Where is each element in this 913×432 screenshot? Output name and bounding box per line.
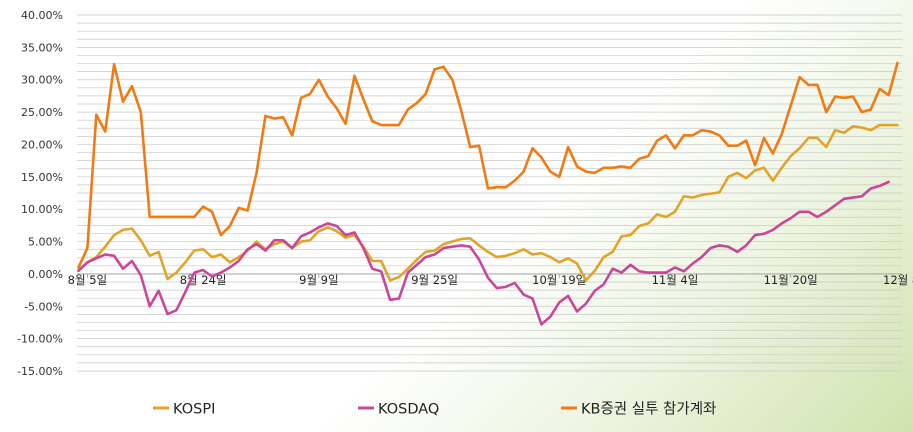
y-tick-label: 0.00% [28,268,63,281]
legend: KOSPI KOSDAQ KB증권 실투 참가계좌 [153,401,716,418]
y-tick-label: 5.00% [28,236,63,249]
y-tick-label: 35.00% [21,41,63,54]
series-line-2 [77,180,890,326]
x-tick-label: 11월 20일 [764,273,818,287]
x-tick-label: 8월 24일 [180,273,227,287]
y-tick-label: 30.00% [21,74,63,87]
y-tick-label: 40.00% [21,9,63,22]
y-tick-label: 20.00% [21,138,63,151]
y-tick-label: 15.00% [21,171,63,184]
x-tick-label: 12월 8일 [883,273,913,287]
x-tick-label: 10월 19일 [532,273,586,287]
y-tick-label: -5.00% [24,300,63,313]
legend-label: KOSPI [173,402,215,418]
x-tick-label: 9월 25일 [411,273,458,287]
series-lines [77,61,899,326]
y-tick-label: 10.00% [21,203,63,216]
series-line-1 [77,123,899,282]
y-tick-label: -10.00% [17,333,63,346]
y-tick-label: -15.00% [17,365,63,378]
x-tick-label: 9월 9일 [299,273,338,287]
legend-label: KB증권 실투 참가계좌 [581,401,716,418]
x-tick-label: 11월 4일 [652,273,699,287]
gridlines [77,14,902,372]
x-tick-label: 8월 5일 [68,273,107,287]
y-tick-label: 25.00% [21,106,63,119]
series-line-3 [77,61,899,269]
legend-label: KOSDAQ [378,402,439,418]
